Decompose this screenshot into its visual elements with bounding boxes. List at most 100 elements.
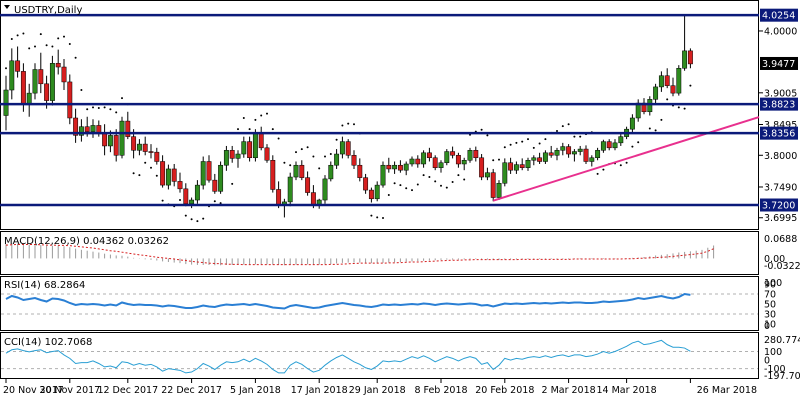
sar-dot (567, 123, 570, 126)
price-axis-tick-label: 4.0000 (764, 26, 797, 37)
candle-up (525, 160, 531, 168)
sar-dot (445, 186, 448, 189)
sar-dot (132, 172, 135, 175)
candle-down (229, 150, 235, 159)
sar-dot (573, 135, 576, 138)
candle-up (9, 60, 15, 91)
candle-up (658, 75, 664, 88)
macd-panel-frame (0, 231, 759, 275)
sar-dot (254, 118, 257, 121)
sar-dot (300, 148, 303, 151)
candle-down (264, 147, 270, 161)
sar-dot (155, 174, 158, 177)
candle-down (125, 120, 131, 137)
level-price-tag: 3.8356 (760, 126, 798, 140)
price-axis-tick-label: 3.9005 (764, 88, 797, 99)
sar-dot (271, 128, 274, 131)
sar-dot (660, 118, 663, 121)
sar-dot (86, 108, 89, 111)
sar-dot (161, 199, 164, 202)
sar-dot (248, 128, 251, 131)
candle-up (241, 141, 247, 155)
candle-up (421, 152, 427, 165)
candle-up (328, 164, 334, 180)
candle-up (32, 69, 38, 94)
candle-up (403, 163, 409, 171)
candle-down (206, 161, 212, 181)
x-axis-tick-label: 20 Nov 2017 (3, 385, 64, 396)
candle-down (148, 151, 154, 153)
cci-axis-label: 280.7747 (764, 335, 800, 346)
candle-down (670, 85, 676, 94)
sar-dot (10, 38, 13, 41)
price-axis-tick-label: 3.6995 (764, 213, 797, 224)
candle-down (270, 160, 276, 190)
sar-dot (121, 97, 123, 100)
rsi-axis-label: 10 (764, 320, 776, 331)
sar-dot (486, 134, 489, 137)
candle-up (334, 153, 340, 166)
candle-down (426, 152, 432, 159)
candle-up (409, 158, 415, 165)
sar-dot (556, 130, 558, 133)
sar-dot (538, 142, 541, 145)
level-price-tag: 4.0254 (760, 8, 798, 22)
sar-dot (92, 106, 94, 109)
level-tag-bg (760, 8, 798, 22)
candle-up (560, 146, 566, 151)
level-price-tag: 3.7200 (760, 198, 798, 212)
sar-dot (463, 178, 466, 181)
candle-down (450, 151, 456, 156)
candle-down (20, 71, 26, 105)
sar-dot (329, 153, 332, 156)
candle-up (78, 126, 84, 136)
level-tag-label: 3.8356 (762, 129, 795, 140)
sar-dot (689, 84, 692, 87)
sar-dot (370, 214, 373, 217)
sar-dot (492, 159, 495, 162)
cci-axis-label: 0 (764, 356, 770, 367)
rsi-axis-label: 70 (764, 290, 776, 301)
sar-dot (619, 164, 622, 167)
sar-dot (527, 138, 529, 141)
macd-layer: 0.0688 0.00-0.03224 (5, 234, 800, 272)
cci-axis-label: -100 (764, 364, 786, 375)
candle-down (84, 126, 90, 132)
chart-title: USDTRY,Daily (14, 5, 82, 16)
sar-dot (347, 122, 350, 125)
candle-up (612, 142, 618, 149)
candle-up (542, 152, 548, 162)
candle-down (67, 81, 73, 119)
candle-up (26, 92, 32, 105)
candle-down (113, 135, 119, 156)
sar-dot (503, 146, 506, 149)
sar-dot (666, 98, 669, 101)
sar-dot (103, 106, 106, 109)
last-price-tag: 3.9477 (760, 56, 798, 70)
candle-down (508, 162, 514, 171)
sar-dot (509, 143, 512, 146)
candle-up (322, 178, 328, 201)
cci-axis-label: 100 (764, 347, 782, 358)
sar-dot (376, 216, 379, 219)
candle-down (38, 69, 44, 85)
support-trendline (492, 116, 760, 202)
candle-up (653, 86, 659, 100)
x-axis-tick-label: 5 Jan 2018 (230, 385, 281, 396)
candle-down (299, 164, 305, 178)
sar-dot (196, 220, 199, 223)
cci-panel-frame (0, 332, 759, 379)
candle-down (183, 188, 189, 205)
collapse-arrow-icon[interactable] (4, 5, 10, 9)
level-tag-bg (760, 126, 798, 140)
candle-down (606, 141, 612, 149)
x-axis-tick-label: 12 Dec 2017 (97, 385, 158, 396)
sar-dot (631, 145, 634, 148)
candle-down (276, 189, 282, 206)
level-tag-bg (760, 97, 798, 111)
sar-dot (39, 33, 42, 36)
x-axis-tick-label: 14 Mar 2018 (596, 385, 656, 396)
candle-up (438, 162, 444, 168)
candle-up (90, 125, 96, 132)
